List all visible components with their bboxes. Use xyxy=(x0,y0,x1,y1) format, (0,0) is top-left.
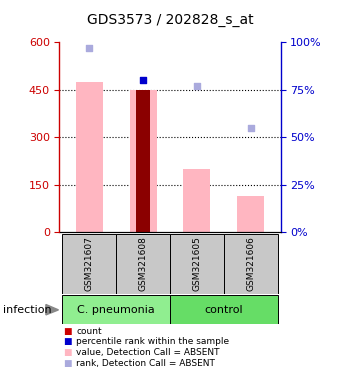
Bar xyxy=(130,90,156,232)
Point xyxy=(86,45,92,51)
Bar xyxy=(170,295,278,324)
Text: GSM321608: GSM321608 xyxy=(138,237,148,291)
Text: count: count xyxy=(76,326,102,336)
Text: ■: ■ xyxy=(63,359,71,368)
Text: GSM321605: GSM321605 xyxy=(192,237,202,291)
Text: ■: ■ xyxy=(63,348,71,357)
Text: control: control xyxy=(205,305,243,314)
Bar xyxy=(116,234,170,294)
Bar xyxy=(224,234,278,294)
Text: C. pneumonia: C. pneumonia xyxy=(77,305,155,314)
Bar xyxy=(136,90,150,232)
Text: infection: infection xyxy=(3,305,52,315)
Polygon shape xyxy=(46,305,58,315)
Text: percentile rank within the sample: percentile rank within the sample xyxy=(76,337,230,346)
Text: GSM321607: GSM321607 xyxy=(85,237,94,291)
Bar xyxy=(170,234,224,294)
Point xyxy=(140,77,146,83)
Text: ■: ■ xyxy=(63,326,71,336)
Text: ■: ■ xyxy=(63,337,71,346)
Text: rank, Detection Call = ABSENT: rank, Detection Call = ABSENT xyxy=(76,359,215,368)
Bar xyxy=(184,169,210,232)
Bar xyxy=(62,234,116,294)
Bar xyxy=(237,196,264,232)
Bar xyxy=(76,82,103,232)
Point xyxy=(194,83,200,89)
Text: GSM321606: GSM321606 xyxy=(246,237,255,291)
Bar xyxy=(62,295,170,324)
Point xyxy=(248,125,254,131)
Text: GDS3573 / 202828_s_at: GDS3573 / 202828_s_at xyxy=(87,13,253,27)
Text: value, Detection Call = ABSENT: value, Detection Call = ABSENT xyxy=(76,348,220,357)
